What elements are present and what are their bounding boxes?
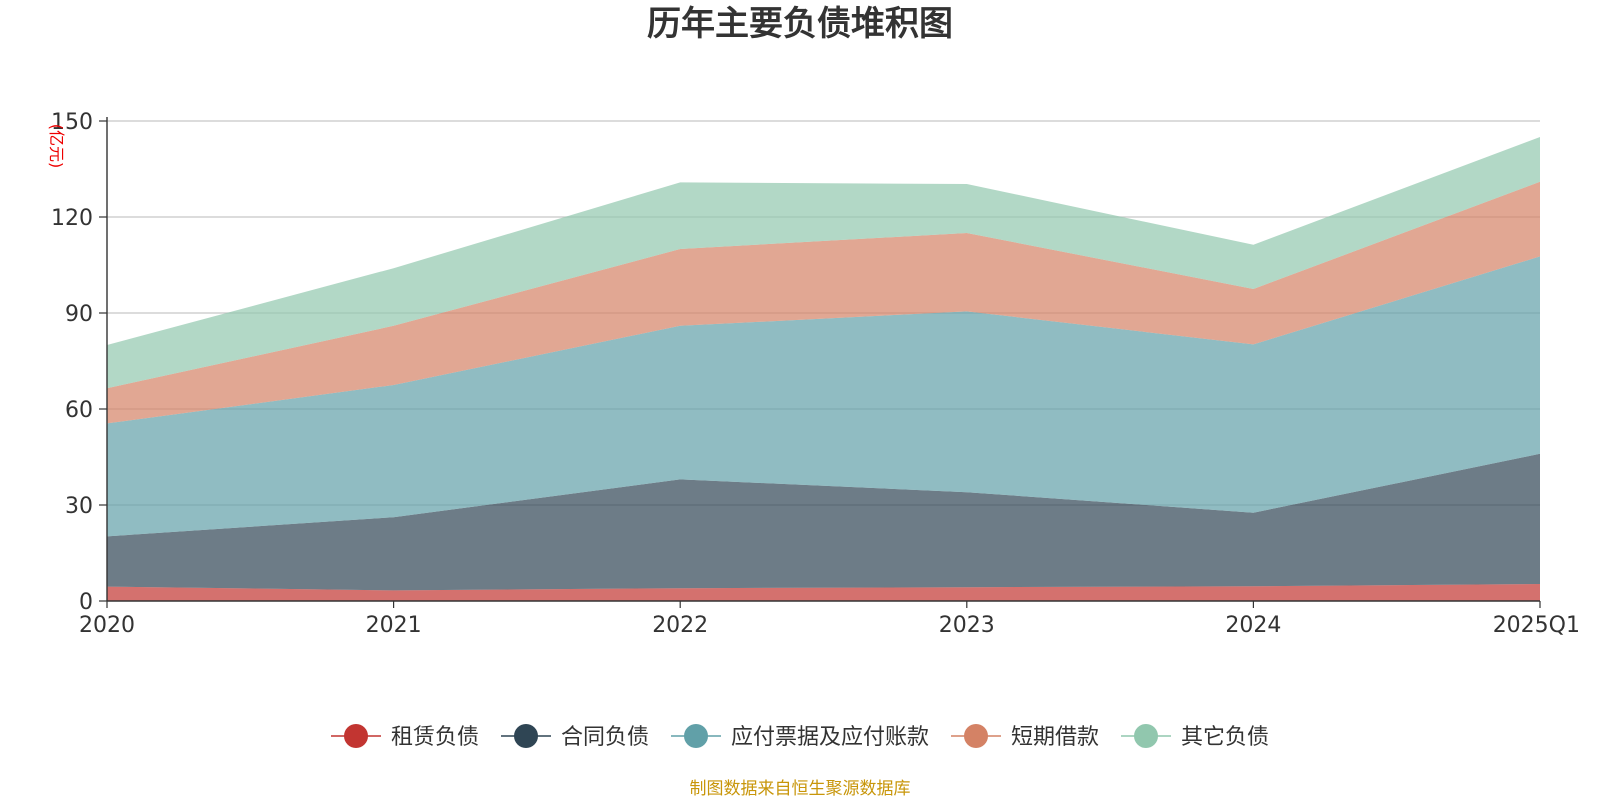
legend-marker	[514, 724, 538, 748]
legend-label: 租赁负债	[391, 725, 479, 750]
area-租赁负债	[107, 584, 1540, 601]
legend-label: 合同负债	[561, 725, 649, 750]
x-tick-label: 2022	[652, 613, 708, 638]
x-tick-label: 2024	[1225, 613, 1281, 638]
legend-item: 合同负债	[501, 724, 649, 750]
legend-item: 应付票据及应付账款	[671, 724, 929, 750]
x-tick-label: 2025Q1	[1493, 613, 1580, 638]
axes: 0 30 60 90 120 150 2020 2021 2022 2023 2024 2025Q1	[51, 110, 1580, 638]
legend-marker	[684, 724, 708, 748]
y-axis-unit-label: (亿元)	[47, 124, 66, 169]
legend-item: 租赁负债	[331, 724, 479, 750]
chart-title: 历年主要负债堆积图	[647, 4, 953, 44]
legend: 租赁负债 合同负债 应付票据及应付账款 短期借款 其它负债	[331, 724, 1269, 750]
legend-item: 其它负债	[1121, 724, 1269, 750]
source-note: 制图数据来自恒生聚源数据库	[689, 779, 911, 799]
legend-marker	[964, 724, 988, 748]
legend-label: 应付票据及应付账款	[731, 725, 929, 750]
y-tick-label: 120	[51, 206, 93, 231]
y-tick-label: 0	[79, 590, 93, 615]
y-tick-label: 60	[65, 398, 93, 423]
legend-label: 其它负债	[1181, 725, 1269, 750]
x-tick-label: 2021	[366, 613, 422, 638]
area-series	[107, 137, 1540, 601]
y-tick-label: 150	[51, 110, 93, 135]
y-tick-label: 90	[65, 302, 93, 327]
legend-label: 短期借款	[1011, 725, 1099, 750]
legend-item: 短期借款	[951, 724, 1099, 750]
legend-marker	[1134, 724, 1158, 748]
x-tick-label: 2023	[939, 613, 995, 638]
area-合同负债	[107, 453, 1540, 591]
legend-marker	[344, 724, 368, 748]
x-tick-label: 2020	[79, 613, 135, 638]
area-短期借款	[107, 181, 1540, 424]
y-tick-label: 30	[65, 494, 93, 519]
area-应付票据及应付账款	[107, 256, 1540, 537]
area-其它负债	[107, 137, 1540, 389]
